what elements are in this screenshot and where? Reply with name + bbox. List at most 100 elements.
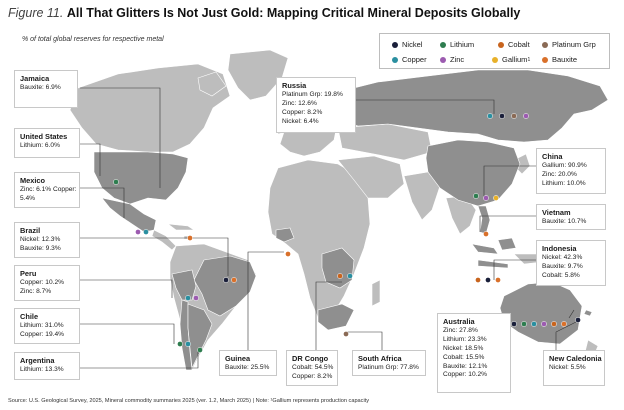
- callout-country-name: Argentina: [20, 356, 55, 365]
- deposit-marker-platinum-grp: [511, 113, 517, 119]
- callout-peru: Peru Copper: 10.2% Zinc: 8.7%: [14, 265, 80, 301]
- leader-line: [356, 99, 495, 114]
- callout-country-name: Russia: [282, 81, 307, 90]
- callout-value: Zinc: 12.6%: [282, 99, 317, 107]
- deposit-marker-bauxite: [285, 251, 291, 257]
- leader-line: [315, 281, 342, 350]
- callout-value: Zinc: 20.0%: [542, 170, 577, 178]
- callout-value: Lithium: 23.3%: [443, 335, 487, 343]
- land-brazil: [193, 255, 257, 317]
- deposit-marker-lithium: [473, 193, 479, 199]
- leader-line: [80, 87, 161, 188]
- deposit-marker-copper: [185, 295, 191, 301]
- legend-label: Lithium: [450, 40, 475, 49]
- deposit-marker-copper: [531, 321, 537, 327]
- callout-value: Bauxite: 10.7%: [542, 217, 587, 225]
- leader-line: [346, 331, 383, 350]
- deposit-marker-lithium: [521, 321, 527, 327]
- land-central-asia: [337, 123, 433, 161]
- legend-label: Bauxite: [552, 55, 578, 64]
- callout-china: China Gallium: 90.9% Zinc: 20.0% Lithium: 1…: [536, 148, 606, 194]
- callout-country-name: Brazil: [20, 226, 41, 235]
- callout-value: Zinc: 27.8%: [443, 326, 478, 334]
- land-peru: [171, 269, 197, 301]
- land-china: [425, 139, 521, 207]
- legend-label: Copper: [402, 55, 427, 64]
- callout-new-caledonia: New Caledonia Nickel: 5.5%: [543, 350, 605, 386]
- deposit-marker-zinc: [135, 229, 141, 235]
- legend-swatch: [440, 56, 446, 63]
- legend-footnote-mark: 1: [527, 56, 531, 63]
- deposit-marker-zinc: [541, 321, 547, 327]
- leader-line: [80, 237, 229, 276]
- callout-country-name: South Africa: [358, 354, 402, 363]
- leader-line: [80, 348, 199, 369]
- deposit-marker-copper: [185, 341, 191, 347]
- leader-line: [247, 251, 284, 350]
- legend-swatch: [392, 41, 398, 48]
- callout-dr-congo: DR Congo Cobalt: 54.5% Copper: 8.2%: [286, 350, 338, 386]
- callout-value: Bauxite: 12.1%: [443, 362, 488, 370]
- callout-country-name: Mexico: [20, 176, 46, 185]
- callout-value: 5.4%: [20, 194, 36, 202]
- legend-label: Cobalt: [508, 40, 530, 49]
- deposit-marker-copper: [143, 229, 149, 235]
- callout-value: Platinum Grp: 19.8%: [282, 90, 343, 98]
- callout-indonesia: Indonesia Nickel: 42.3% Bauxite: 9.7% Cobal…: [536, 240, 606, 286]
- legend-label: Zinc: [450, 55, 465, 64]
- figure-number: Figure 11.: [8, 6, 64, 20]
- callout-brazil: Brazil Nickel: 12.3% Bauxite: 9.3%: [14, 222, 80, 258]
- callout-country-name: Guinea: [225, 354, 251, 363]
- callout-value: Nickel: 42.3%: [542, 253, 583, 261]
- land-madagascar: [371, 279, 381, 307]
- land-guinea: [275, 227, 295, 243]
- callout-australia: Australia Zinc: 27.8% Lithium: 23.3% Nickel…: [437, 313, 511, 393]
- callout-value: Copper: 19.4%: [20, 330, 64, 338]
- deposit-marker-cobalt: [551, 321, 557, 327]
- deposit-marker-gallium: [493, 195, 499, 201]
- leader-line: [493, 259, 536, 280]
- callout-south-africa: South Africa Platinum Grp: 77.8%: [352, 350, 426, 376]
- legend-swatch: [498, 41, 504, 48]
- callout-value: Bauxite: 9.3%: [20, 244, 61, 252]
- deposit-marker-nickel: [223, 277, 229, 283]
- land-middle-east: [337, 155, 405, 199]
- callout-mexico: Mexico Zinc: 6.1% Copper: 5.4%: [14, 172, 80, 208]
- callout-value: Nickel: 6.4%: [282, 117, 319, 125]
- leader-line: [483, 165, 536, 198]
- callout-value: Cobalt: 15.5%: [443, 353, 485, 361]
- callout-value: Bauxite: 25.5%: [225, 363, 270, 371]
- deposit-marker-nickel: [575, 317, 581, 323]
- land-mexico: [101, 197, 157, 233]
- callout-argentina: Argentina Lithium: 13.3%: [14, 352, 80, 380]
- callout-guinea: Guinea Bauxite: 25.5%: [219, 350, 277, 376]
- callout-jamaica: Jamaica Bauxite: 6.9%: [14, 70, 78, 108]
- deposit-marker-cobalt: [337, 273, 343, 279]
- land-dr-congo: [321, 247, 355, 289]
- legend-item-lithium: Lithium: [440, 40, 474, 49]
- legend-item-platinum-grp: Platinum Grp: [542, 40, 596, 49]
- deposit-marker-copper: [347, 273, 353, 279]
- deposit-marker-bauxite: [231, 277, 237, 283]
- legend-label: Platinum Grp: [552, 40, 596, 49]
- callout-country-name: United States: [20, 132, 68, 141]
- callout-value: Lithium: 13.3%: [20, 365, 64, 373]
- legend-item-bauxite: Bauxite: [542, 55, 577, 64]
- land-greenland: [227, 49, 289, 101]
- callout-value: Copper: 10.2%: [20, 278, 64, 286]
- legend-swatch: [542, 56, 548, 63]
- callout-value: Zinc: 8.7%: [20, 287, 52, 295]
- legend-item-cobalt: Cobalt: [498, 40, 530, 49]
- deposit-marker-nickel: [511, 321, 517, 327]
- deposit-marker-nickel: [499, 113, 505, 119]
- callout-vietnam: Vietnam Bauxite: 10.7%: [536, 204, 606, 230]
- legend-item-copper: Copper: [392, 55, 427, 64]
- callout-value: Lithium: 6.0%: [20, 141, 60, 149]
- deposit-marker-lithium: [197, 347, 203, 353]
- world-map: [69, 49, 609, 371]
- callout-value: Bauxite: 6.9%: [20, 83, 61, 91]
- callout-country-name: Peru: [20, 269, 37, 278]
- legend-item-gallium: Gallium 1: [492, 55, 530, 64]
- land-usa: [93, 151, 189, 205]
- leader-line: [80, 187, 125, 218]
